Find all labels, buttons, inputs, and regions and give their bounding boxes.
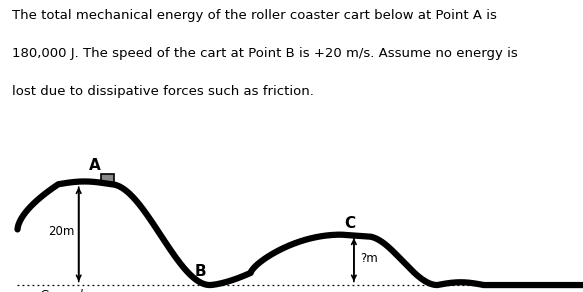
Text: 20m: 20m: [48, 225, 74, 238]
Bar: [101, 174, 114, 184]
Text: Ground: Ground: [40, 288, 83, 292]
Text: A: A: [89, 158, 100, 173]
Text: ?m: ?m: [360, 252, 377, 265]
Text: B: B: [195, 264, 206, 279]
Text: The total mechanical energy of the roller coaster cart below at Point A is: The total mechanical energy of the rolle…: [12, 9, 497, 22]
Text: C: C: [344, 216, 356, 231]
Text: 180,000 J. The speed of the cart at Point B is +20 m/s. Assume no energy is: 180,000 J. The speed of the cart at Poin…: [12, 47, 517, 60]
Text: lost due to dissipative forces such as friction.: lost due to dissipative forces such as f…: [12, 85, 314, 98]
